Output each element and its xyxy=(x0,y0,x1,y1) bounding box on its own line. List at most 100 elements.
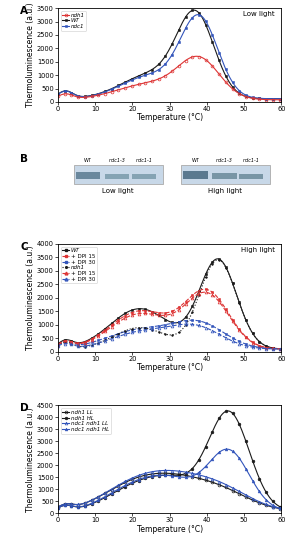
WT xyxy=(162,55,166,61)
+ DPI 30 xyxy=(190,317,193,324)
Line: ndh1: ndh1 xyxy=(56,258,283,351)
WT xyxy=(56,91,60,97)
ndh1 LL xyxy=(275,504,278,511)
Text: ndc1-3: ndc1-3 xyxy=(216,159,233,163)
ndh1 HL xyxy=(56,504,60,511)
ndh1 HL xyxy=(226,408,230,414)
Y-axis label: Thermoluminescence (a.u.): Thermoluminescence (a.u.) xyxy=(26,3,35,108)
ndc1 ndh1 HL xyxy=(240,458,243,465)
ndh1 xyxy=(275,97,278,103)
+ DPI 15 xyxy=(240,329,243,335)
ndh1 xyxy=(216,257,220,263)
Y-axis label: Thermoluminescence (a.u.): Thermoluminescence (a.u.) xyxy=(26,407,35,512)
Line: + DPI 30: + DPI 30 xyxy=(57,319,283,350)
ndh1 LL xyxy=(163,470,166,476)
ndc1 ndh1 HL xyxy=(225,446,229,452)
ndh1 xyxy=(164,72,167,79)
ndh1 xyxy=(162,73,166,80)
Bar xyxy=(183,171,208,179)
ndh1 xyxy=(56,342,60,348)
ndh1 xyxy=(177,329,181,336)
ndc1 ndh1 HL xyxy=(164,472,167,478)
ndh1 xyxy=(177,62,181,69)
+ DPI 30 xyxy=(275,345,278,352)
Bar xyxy=(181,165,270,184)
+ DPI 30 xyxy=(240,339,243,345)
ndh1 HL xyxy=(164,472,167,478)
ndh1 xyxy=(189,54,193,61)
ndh1 xyxy=(240,306,243,312)
ndh1 HL xyxy=(275,501,278,508)
+ DPI 15 xyxy=(275,345,278,352)
Text: High light: High light xyxy=(241,247,275,253)
Text: Low light: Low light xyxy=(102,188,134,194)
ndh1 xyxy=(280,97,283,103)
Text: ndc1-1: ndc1-1 xyxy=(135,159,153,163)
WT xyxy=(280,345,283,352)
+ DPI 15 xyxy=(162,310,166,316)
WT xyxy=(240,91,243,98)
Bar xyxy=(76,172,100,179)
ndh1 xyxy=(195,53,198,60)
+ DPI 30 xyxy=(162,324,166,331)
ndc1 ndh1 LL xyxy=(190,470,193,476)
Text: A: A xyxy=(20,7,28,16)
Text: Low light: Low light xyxy=(243,11,275,17)
ndc1 xyxy=(196,11,200,18)
ndc1 xyxy=(56,91,60,97)
ndc1 xyxy=(240,89,243,96)
+ DPI 30 xyxy=(164,321,167,328)
WT xyxy=(275,96,278,102)
WT xyxy=(177,319,181,326)
WT xyxy=(189,8,193,14)
ndh1 LL xyxy=(190,473,193,480)
ndh1 LL xyxy=(162,470,165,476)
Legend: WT, + DPI 15, + DPI 30, ndh1, + DPI 15, + DPI 30: WT, + DPI 15, + DPI 30, ndh1, + DPI 15, … xyxy=(61,247,97,283)
+ DPI 15 xyxy=(203,289,206,295)
ndc1 ndh1 LL xyxy=(162,467,166,473)
+ DPI 15 xyxy=(189,296,193,302)
ndc1 ndh1 LL xyxy=(165,467,168,473)
Line: ndh1 LL: ndh1 LL xyxy=(57,472,283,510)
+ DPI 30 xyxy=(162,321,166,328)
ndh1 xyxy=(56,93,60,99)
ndh1 HL xyxy=(162,472,166,478)
ndc1 ndh1 HL xyxy=(275,504,278,510)
ndh1 LL xyxy=(240,491,243,498)
ndc1 ndh1 LL xyxy=(240,489,243,496)
X-axis label: Temperature (°C): Temperature (°C) xyxy=(137,113,203,123)
Line: WT: WT xyxy=(57,9,283,100)
ndc1 ndh1 HL xyxy=(177,473,181,480)
ndh1 xyxy=(189,312,193,319)
Bar xyxy=(132,174,156,179)
Line: ndh1: ndh1 xyxy=(57,55,283,101)
ndc1 ndh1 LL xyxy=(56,503,60,510)
+ DPI 30 xyxy=(56,342,60,348)
Text: B: B xyxy=(20,154,28,163)
WT xyxy=(216,256,220,262)
ndc1 ndh1 HL xyxy=(162,472,166,478)
ndc1 ndh1 LL xyxy=(177,468,181,475)
Bar xyxy=(74,165,163,184)
+ DPI 30 xyxy=(186,321,189,327)
+ DPI 30 xyxy=(177,321,181,328)
WT xyxy=(189,306,193,312)
+ DPI 15 xyxy=(203,286,206,293)
ndh1 LL xyxy=(280,506,283,512)
+ DPI 15 xyxy=(280,346,283,352)
Line: ndc1 ndh1 HL: ndc1 ndh1 HL xyxy=(57,448,283,510)
+ DPI 30 xyxy=(164,324,167,330)
WT xyxy=(162,315,166,322)
ndc1 xyxy=(275,96,278,102)
Bar xyxy=(105,174,129,179)
ndh1 LL xyxy=(164,470,168,476)
+ DPI 15 xyxy=(164,310,167,316)
+ DPI 15 xyxy=(275,345,278,352)
Line: + DPI 30: + DPI 30 xyxy=(57,323,283,350)
Text: ndc1-3: ndc1-3 xyxy=(109,159,126,163)
WT xyxy=(192,7,196,14)
+ DPI 30 xyxy=(280,346,283,352)
Text: D: D xyxy=(20,403,29,413)
ndc1 ndh1 LL xyxy=(275,504,278,511)
+ DPI 30 xyxy=(177,319,181,325)
